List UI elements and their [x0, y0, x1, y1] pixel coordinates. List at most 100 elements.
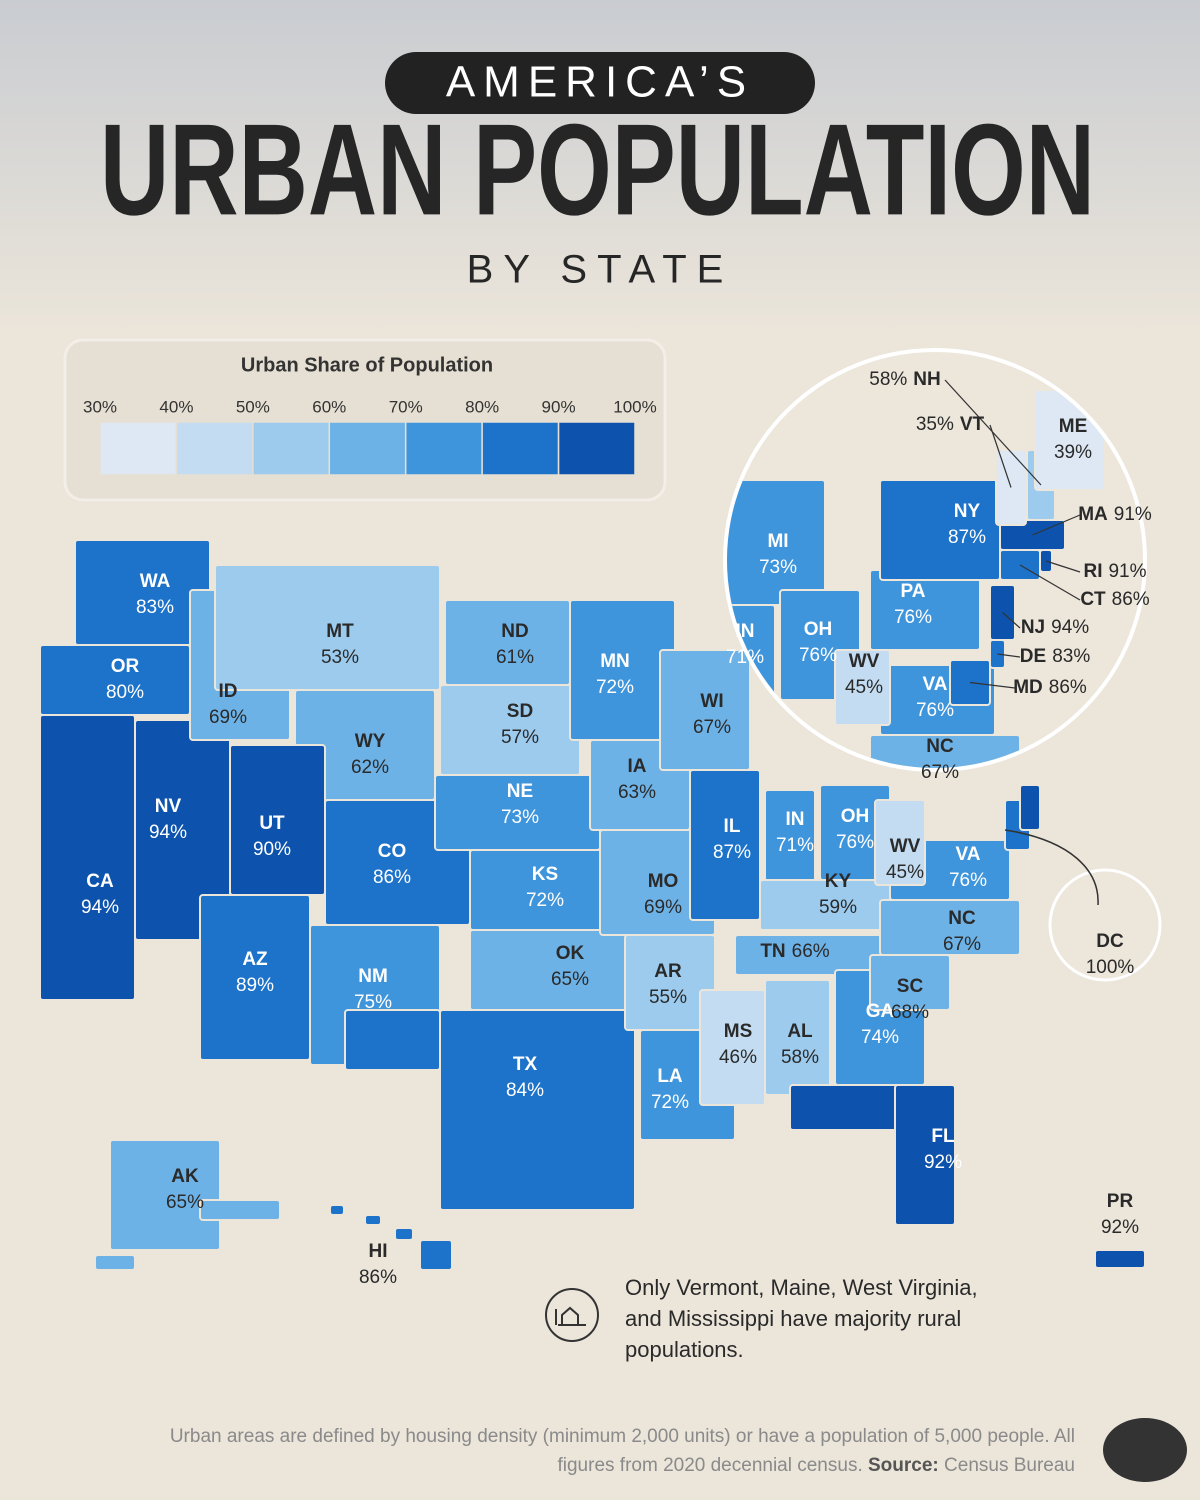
state-shape — [1019, 784, 1041, 831]
state-abbr: WV — [849, 651, 880, 672]
state-abbr: OK — [556, 943, 585, 964]
state-abbr: AK — [171, 1166, 199, 1187]
legend: 30% 40% 50% 60% 70% 80% 90% 100% — [83, 397, 657, 476]
state-abbr: CO — [378, 841, 407, 862]
state-shape — [419, 1239, 453, 1271]
leader-line — [969, 681, 1016, 689]
state-shape — [394, 1227, 414, 1241]
state-abbr: AR — [654, 961, 682, 982]
state-pct: 74% — [861, 1027, 899, 1048]
state-pct: 72% — [526, 890, 564, 911]
legend-title: Urban Share of Population — [241, 354, 493, 376]
state-label: 35% VT — [916, 414, 985, 435]
state-abbr: AL — [787, 1021, 813, 1042]
state-abbr: CA — [86, 871, 114, 892]
state-abbr: FL — [931, 1126, 955, 1147]
state-label-part: 83% — [1052, 646, 1090, 667]
state-pct: 69% — [644, 897, 682, 918]
state-abbr: VA — [923, 674, 948, 695]
state-abbr: UT — [259, 813, 285, 834]
state-shape — [39, 714, 136, 1001]
state-label-part: RI — [1083, 561, 1102, 582]
state-abbr: NV — [155, 796, 182, 817]
state-label-part: 66% — [792, 941, 830, 962]
state-pct: 100% — [1086, 957, 1135, 978]
state-pct: 76% — [799, 645, 837, 666]
state-pct: 84% — [506, 1080, 544, 1101]
state-abbr: MI — [767, 531, 788, 552]
state-shape — [364, 1214, 382, 1226]
leader-line — [1032, 514, 1081, 536]
source-label: Source: — [868, 1455, 939, 1476]
state-pct: 53% — [321, 647, 359, 668]
source: Census Bureau — [944, 1455, 1075, 1476]
state-shape — [444, 599, 571, 686]
state-abbr: WA — [140, 571, 171, 592]
state-pct: 55% — [649, 987, 687, 1008]
state-pct: 94% — [149, 822, 187, 843]
state-label-part: TN — [760, 941, 785, 962]
state-pct: 80% — [106, 682, 144, 703]
state-pct: 61% — [496, 647, 534, 668]
state-abbr: LA — [657, 1066, 683, 1087]
note-icon — [545, 1288, 599, 1342]
leader-line — [1045, 560, 1081, 573]
state-pct: 87% — [948, 527, 986, 548]
state-label-part: 86% — [1112, 589, 1150, 610]
state-shape — [329, 1204, 345, 1216]
state-pct: 83% — [136, 597, 174, 618]
state-pct: 73% — [501, 807, 539, 828]
labels: WA 83% OR 80% CA 94% NV 94% ID 69% MT 53% WY 62% UT 90%… — [81, 571, 1139, 1288]
state-shape — [689, 769, 761, 921]
state-pct: 94% — [81, 897, 119, 918]
state-pct: 57% — [501, 727, 539, 748]
state-label-part: DE — [1020, 646, 1046, 667]
state-abbr: HI — [369, 1241, 388, 1262]
state-label-part: MA — [1078, 504, 1108, 525]
state-pct: 68% — [891, 1002, 929, 1023]
inset-state-shape — [834, 649, 891, 726]
legend-swatch — [481, 421, 560, 476]
dc-leader — [1004, 829, 1099, 906]
state-label-part: 91% — [1108, 561, 1146, 582]
leader-line — [989, 424, 1012, 488]
legend-swatch — [99, 421, 178, 476]
legend-tick-label: 80% — [465, 397, 499, 416]
state-pct: 75% — [354, 992, 392, 1013]
state-label-part: NJ — [1021, 617, 1045, 638]
state-label-part: 91% — [1114, 504, 1152, 525]
note-icon-house — [555, 1306, 586, 1326]
inset-state-shape — [1034, 389, 1106, 491]
state-pct: 76% — [836, 832, 874, 853]
kicker-pill — [385, 52, 815, 114]
legend-tick-label: 100% — [613, 397, 656, 416]
state-abbr: NE — [507, 781, 533, 802]
state-pct: 65% — [551, 969, 589, 990]
state-abbr: IN — [736, 621, 755, 642]
state-label: RI 91% — [1083, 561, 1146, 582]
state-pct: 71% — [726, 647, 764, 668]
kicker: AMERICA’S — [446, 58, 754, 107]
state-label: 58% NH — [869, 369, 940, 390]
state-abbr: WV — [890, 836, 921, 857]
state-abbr: KS — [532, 864, 558, 885]
legend-swatch — [252, 421, 331, 476]
leader-line — [1019, 564, 1081, 601]
state-pct: 39% — [1054, 442, 1092, 463]
state-shape — [199, 1199, 281, 1221]
state-shape — [894, 1084, 956, 1226]
state-label-part: 58% — [869, 369, 907, 390]
state-label: MA 91% — [1078, 504, 1152, 525]
dc-circle — [1048, 868, 1162, 982]
state-pct: 71% — [776, 835, 814, 856]
state-pct: 92% — [924, 1152, 962, 1173]
legend-tick-label: 50% — [236, 397, 270, 416]
state-shape — [109, 1139, 221, 1251]
state-abbr: NY — [954, 501, 981, 522]
state-label-part: 35% — [916, 414, 954, 435]
state-label-part: MD — [1013, 677, 1043, 698]
state-label-part: CT — [1080, 589, 1106, 610]
